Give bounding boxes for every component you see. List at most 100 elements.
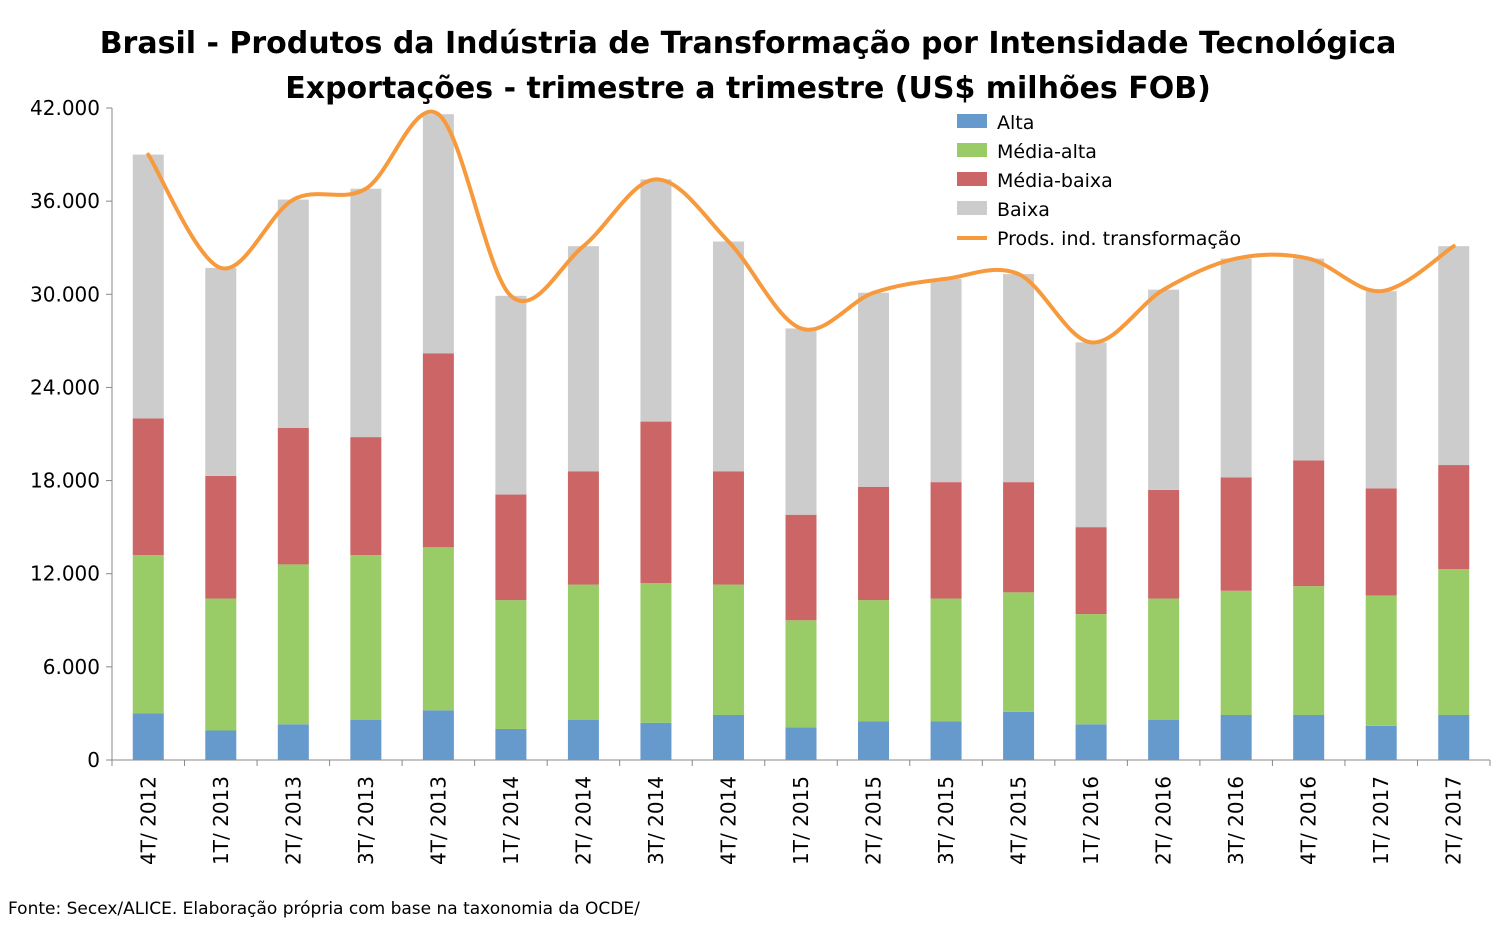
bar-m-dia-baixa [1075,527,1107,615]
source-note: Fonte: Secex/ALICE. Elaboração própria c… [8,899,640,919]
y-tick-label: 12.000 [30,562,100,586]
bar-m-dia-baixa [1220,477,1252,591]
bar-m-dia-alta [422,547,454,711]
bar-baixa [785,328,817,515]
bar-baixa [858,292,890,487]
x-tick-label: 2T/ 2016 [1152,776,1176,865]
bar-m-dia-baixa [495,494,527,601]
bar-m-dia-baixa [350,437,382,556]
bar-baixa [495,295,527,495]
bar-baixa [205,267,237,476]
bar-m-dia-baixa [1293,460,1325,587]
bar-baixa [712,241,744,472]
legend-swatch [957,114,987,128]
bar-m-dia-alta [350,555,382,720]
bar-m-dia-baixa [277,427,309,565]
bar-m-dia-alta [205,598,237,731]
bar-baixa [132,154,164,419]
bar-baixa [1293,258,1325,461]
y-tick-label: 24.000 [30,375,100,399]
bar-alta [422,710,454,760]
bar-alta [1003,711,1035,760]
x-tick-label: 2T/ 2017 [1442,776,1466,865]
legend-label: Alta [997,112,1034,134]
x-tick-label: 3T/ 2016 [1224,776,1248,865]
bar-alta [1220,714,1252,760]
bar-alta [640,722,672,760]
bar-m-dia-alta [640,583,672,723]
bar-m-dia-alta [785,620,817,728]
bar-alta [1293,714,1325,760]
bar-m-dia-alta [858,600,890,722]
bar-alta [858,721,890,760]
bar-alta [495,728,527,760]
x-tick-label: 3T/ 2015 [934,776,958,865]
x-tick-label: 1T/ 2017 [1369,776,1393,865]
y-tick-label: 6.000 [43,655,100,679]
legend-swatch [957,143,987,157]
bar-m-dia-alta [1293,586,1325,715]
bar-m-dia-alta [1220,590,1252,715]
bar-baixa [567,246,599,472]
bar-baixa [1365,291,1397,489]
bar-baixa [930,278,962,483]
bar-alta [930,721,962,760]
bar-m-dia-alta [132,555,164,714]
bar-m-dia-baixa [930,482,962,599]
bar-alta [205,730,237,760]
bar-m-dia-baixa [858,486,890,601]
legend-swatch [957,201,987,215]
bar-m-dia-alta [1003,592,1035,712]
x-tick-label: 4T/ 2016 [1297,776,1321,865]
bar-m-dia-baixa [712,471,744,585]
legend-label: Média-alta [997,141,1097,163]
bar-m-dia-baixa [205,475,237,599]
bar-baixa [640,179,672,422]
legend: Alta Média-alta Média-baixa Baixa Prods. ind… [957,112,1241,250]
legend-label: Prods. ind. transformação [997,228,1241,250]
y-tick-label: 42.000 [30,96,100,120]
bar-m-dia-alta [1365,595,1397,726]
legend-label: Baixa [997,199,1050,221]
x-tick-label: 3T/ 2014 [644,776,668,865]
bar-m-dia-baixa [1148,489,1180,599]
chart-title: Brasil - Produtos da Indústria de Transf… [100,26,1397,61]
x-tick-label: 1T/ 2013 [209,776,233,865]
bar-alta [712,714,744,760]
bar-alta [277,724,309,760]
y-tick-label: 0 [87,748,100,772]
bar-baixa [277,199,309,428]
bar-m-dia-baixa [567,471,599,585]
bar-baixa [1438,246,1470,466]
y-tick-label: 18.000 [30,469,100,493]
bar-m-dia-alta [1148,598,1180,720]
x-tick-label: 2T/ 2015 [862,776,886,865]
bar-m-dia-alta [277,564,309,725]
bar-alta [1438,714,1470,760]
bar-m-dia-alta [495,600,527,729]
bar-m-dia-baixa [1365,488,1397,596]
x-tick-label: 4T/ 2012 [136,776,160,865]
bar-m-dia-alta [930,598,962,722]
bar-m-dia-alta [1075,614,1107,725]
bar-m-dia-baixa [785,514,817,621]
bar-alta [132,713,164,760]
bar-alta [1075,724,1107,760]
x-tick-label: 1T/ 2015 [789,776,813,865]
bar-m-dia-baixa [132,418,164,556]
bar-alta [785,727,817,760]
chart-subtitle: Exportações - trimestre a trimestre (US$… [285,71,1211,106]
bar-baixa [1148,289,1180,490]
y-tick-label: 36.000 [30,189,100,213]
bar-m-dia-alta [1438,569,1470,715]
x-tick-label: 2T/ 2013 [281,776,305,865]
bar-baixa [1075,342,1107,528]
legend-label: Média-baixa [997,170,1113,192]
x-tick-label: 1T/ 2014 [499,776,523,865]
bar-alta [567,719,599,760]
x-tick-label: 4T/ 2014 [716,776,740,865]
x-tick-label: 4T/ 2013 [426,776,450,865]
bar-m-dia-alta [712,584,744,715]
x-tick-label: 4T/ 2015 [1007,776,1031,865]
line-prods-ind-transformacao [146,109,1456,345]
